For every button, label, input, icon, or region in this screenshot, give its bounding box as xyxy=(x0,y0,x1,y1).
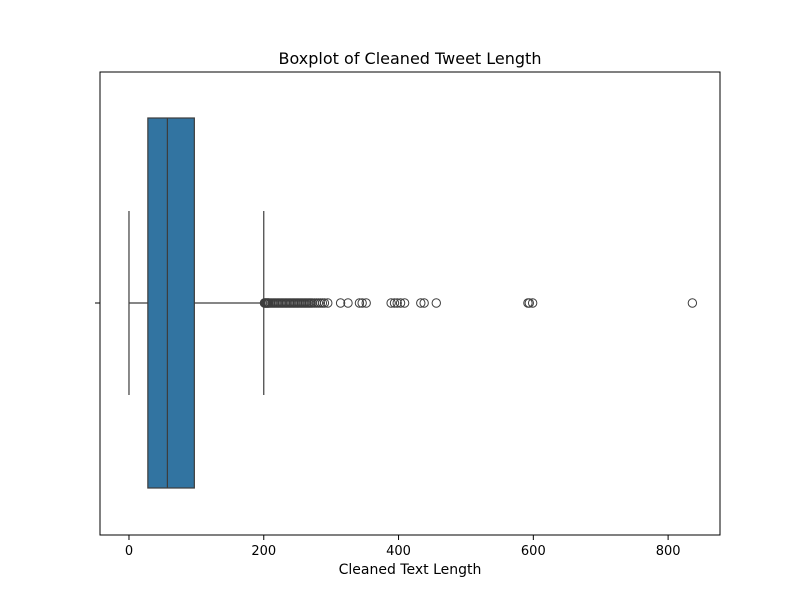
outlier-point xyxy=(343,298,353,308)
outlier-point xyxy=(357,298,367,308)
outlier-point xyxy=(431,298,441,308)
x-tick-label: 200 xyxy=(251,544,276,559)
x-tick-label: 800 xyxy=(656,544,681,559)
outlier-point xyxy=(389,298,400,308)
x-tick-label: 400 xyxy=(386,544,411,559)
outlier-point xyxy=(361,298,371,308)
outlier-point xyxy=(416,298,426,308)
chart-marks xyxy=(128,117,698,489)
outlier-point xyxy=(687,298,698,308)
outlier-point xyxy=(386,298,396,308)
x-axis-label: Cleaned Text Length xyxy=(339,562,482,578)
outlier-point xyxy=(527,298,538,308)
x-tick-label: 600 xyxy=(521,544,546,559)
x-tick-label: 0 xyxy=(125,544,133,559)
outlier-point xyxy=(319,298,330,308)
outlier-point xyxy=(399,298,410,308)
outlier-point xyxy=(392,298,402,308)
outlier-point xyxy=(354,298,365,308)
outlier-point xyxy=(395,298,406,308)
x-axis: 0 200 400 600 800 xyxy=(125,535,681,559)
outlier-point xyxy=(419,298,429,308)
outlier-point xyxy=(524,298,534,308)
chart-title: Boxplot of Cleaned Tweet Length xyxy=(279,49,542,68)
iqr-box xyxy=(147,117,195,489)
outlier-point xyxy=(323,298,333,308)
outlier-point xyxy=(335,298,346,308)
